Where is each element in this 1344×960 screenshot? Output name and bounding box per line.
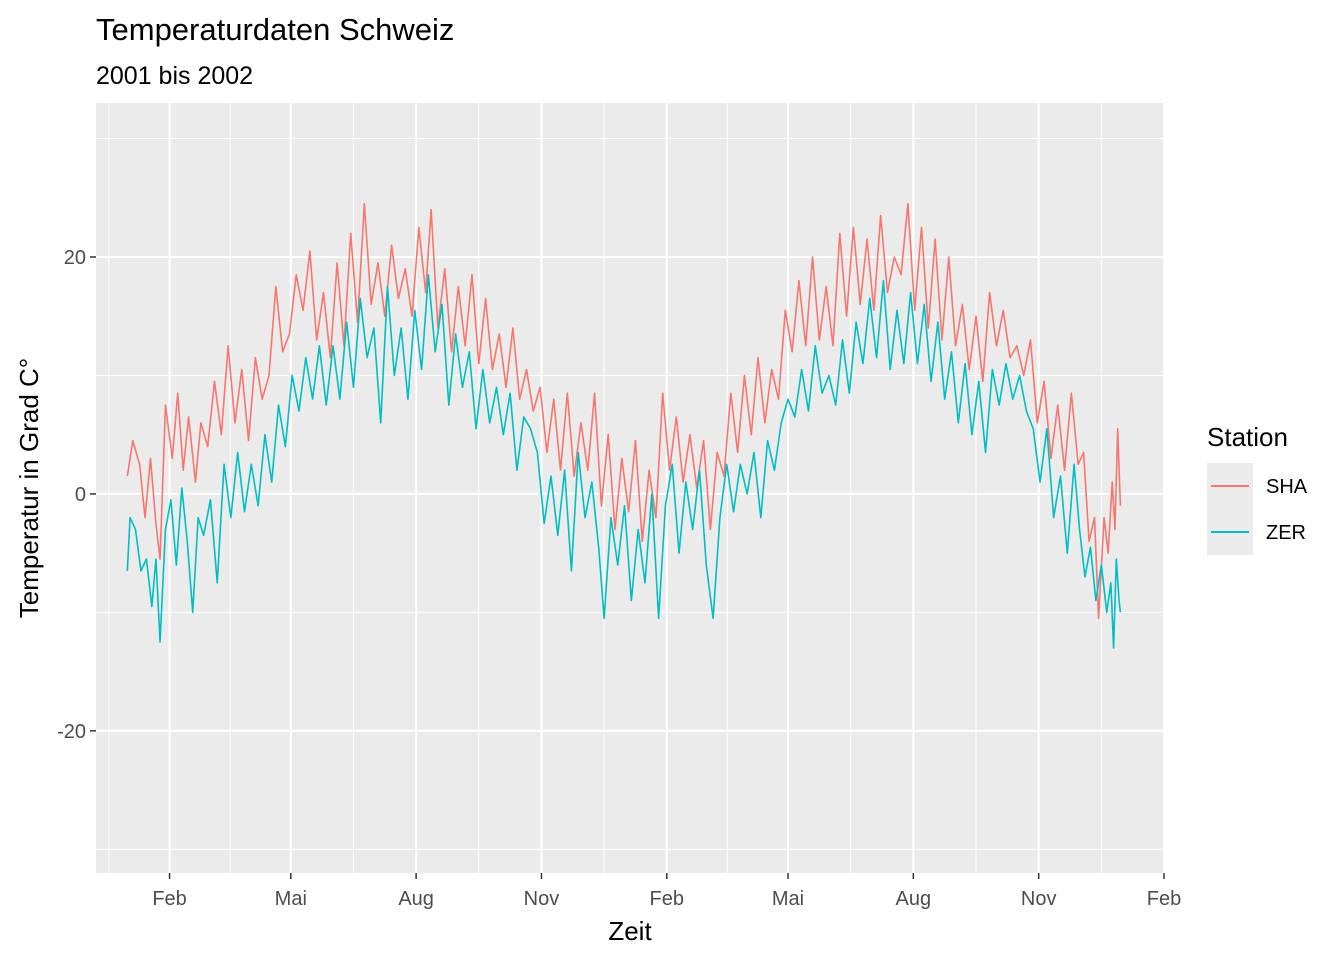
legend: Station SHA ZER bbox=[1207, 422, 1308, 555]
x-axis-title: Zeit bbox=[608, 916, 652, 946]
x-tick-label: Aug bbox=[896, 888, 932, 910]
y-tick-label: 20 bbox=[64, 247, 86, 269]
x-tick-label: Aug bbox=[398, 888, 434, 910]
legend-label-sha: SHA bbox=[1266, 476, 1308, 498]
minor-gridlines bbox=[96, 103, 1164, 873]
x-tick-label: Feb bbox=[152, 888, 186, 910]
y-axis-title: Temperatur in Grad C° bbox=[14, 358, 44, 618]
series-line-zer bbox=[126, 273, 1122, 649]
tick-labels: Feb Mai Aug Nov Feb Mai Aug Nov Feb -20 0 20 bbox=[57, 247, 1181, 910]
x-tick-label: Feb bbox=[1147, 888, 1181, 910]
x-tick-label: Nov bbox=[524, 888, 560, 910]
axis-ticks bbox=[90, 256, 1165, 879]
legend-title: Station bbox=[1207, 422, 1288, 452]
y-tick-label: -20 bbox=[57, 721, 86, 743]
chart-subtitle: 2001 bis 2002 bbox=[96, 62, 253, 90]
plot-panel bbox=[96, 103, 1164, 873]
x-tick-label: Feb bbox=[650, 888, 684, 910]
legend-label-zer: ZER bbox=[1266, 522, 1306, 544]
y-tick-label: 0 bbox=[75, 484, 86, 506]
x-tick-label: Mai bbox=[772, 888, 804, 910]
x-tick-label: Mai bbox=[275, 888, 307, 910]
legend-keys: SHA ZER bbox=[1207, 463, 1308, 555]
x-tick-label: Nov bbox=[1021, 888, 1057, 910]
series-line-sha bbox=[126, 202, 1122, 620]
chart-title: Temperaturdaten Schweiz bbox=[96, 12, 454, 47]
series-lines bbox=[126, 202, 1122, 649]
